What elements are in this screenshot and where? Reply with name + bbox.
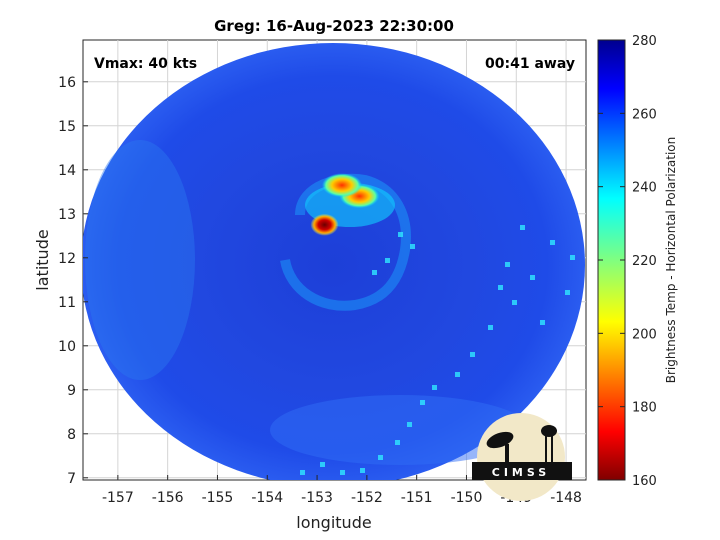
speckle xyxy=(505,262,510,267)
speckle xyxy=(320,462,325,467)
speckle xyxy=(300,470,305,475)
y-tick-label: 11 xyxy=(58,295,76,311)
time-away-annotation: 00:41 away xyxy=(485,56,575,72)
x-tick-label: -154 xyxy=(251,490,283,506)
y-axis-ticks: 7 8 9 10 11 12 13 14 15 16 xyxy=(58,75,88,487)
water-tower-icon xyxy=(541,425,557,437)
x-tick-label: -152 xyxy=(351,490,383,506)
y-tick-label: 10 xyxy=(58,339,76,355)
x-tick-label: -151 xyxy=(401,490,433,506)
speckle xyxy=(340,470,345,475)
speckle xyxy=(372,270,377,275)
speckle xyxy=(360,468,365,473)
speckle xyxy=(498,285,503,290)
x-axis-label: longitude xyxy=(296,513,371,532)
convective-cell xyxy=(321,173,362,198)
speckle xyxy=(410,244,415,249)
speckle xyxy=(432,385,437,390)
speckle xyxy=(395,440,400,445)
lower-band xyxy=(270,395,530,465)
speckle xyxy=(540,320,545,325)
speckle xyxy=(378,455,383,460)
tower-leg-right xyxy=(551,436,553,462)
vmax-annotation: Vmax: 40 kts xyxy=(94,56,197,72)
colorbar-tick-label: 240 xyxy=(632,181,657,196)
speckle xyxy=(385,258,390,263)
scan-swath xyxy=(83,43,585,480)
x-tick-label: -150 xyxy=(451,490,483,506)
y-tick-label: 14 xyxy=(58,163,76,179)
convective-cell xyxy=(310,213,339,236)
colorbar-tick-label: 160 xyxy=(632,474,657,489)
y-tick-label: 12 xyxy=(58,251,76,267)
convective-features xyxy=(310,173,380,236)
speckle xyxy=(407,422,412,427)
x-tick-label: -157 xyxy=(102,490,134,506)
y-tick-label: 16 xyxy=(58,75,76,91)
cimss-logo: CIMSS xyxy=(472,413,572,501)
y-tick-label: 8 xyxy=(67,427,76,443)
x-tick-label: -148 xyxy=(550,490,582,506)
left-edge-cyan xyxy=(85,140,195,380)
speckle xyxy=(570,255,575,260)
x-tick-label: -156 xyxy=(152,490,184,506)
y-tick-label: 7 xyxy=(67,471,76,487)
chart-title: Greg: 16-Aug-2023 22:30:00 xyxy=(214,17,454,35)
speckle xyxy=(398,232,403,237)
speckle xyxy=(420,400,425,405)
colorbar-tick-label: 260 xyxy=(632,107,657,122)
speckle xyxy=(512,300,517,305)
speckle xyxy=(520,225,525,230)
speckle xyxy=(550,240,555,245)
colorbar-tick-label: 280 xyxy=(632,34,657,49)
dish-mount xyxy=(505,444,509,462)
y-tick-label: 9 xyxy=(67,383,76,399)
scattered-cells xyxy=(300,225,575,475)
x-tick-label: -153 xyxy=(301,490,333,506)
logo-base xyxy=(472,462,572,480)
speckle xyxy=(530,275,535,280)
speckle xyxy=(565,290,570,295)
colorbar-label: Brightness Temp - Horizontal Polarizatio… xyxy=(664,137,678,384)
colorbar-tick-label: 180 xyxy=(632,401,657,416)
logo-text: CIMSS xyxy=(492,466,550,479)
speckle xyxy=(470,352,475,357)
colorbar-tick-label: 200 xyxy=(632,327,657,342)
speckle xyxy=(488,325,493,330)
colorbar-tick-label: 220 xyxy=(632,254,657,269)
speckle xyxy=(455,372,460,377)
y-tick-label: 15 xyxy=(58,119,76,135)
y-axis-label: latitude xyxy=(33,229,52,290)
colorbar-ticks: 160 180 200 220 240 260 280 xyxy=(598,34,657,489)
x-tick-label: -155 xyxy=(202,490,234,506)
brightness-temp-image xyxy=(83,43,585,480)
tower-leg-left xyxy=(545,436,547,462)
y-tick-label: 13 xyxy=(58,207,76,223)
